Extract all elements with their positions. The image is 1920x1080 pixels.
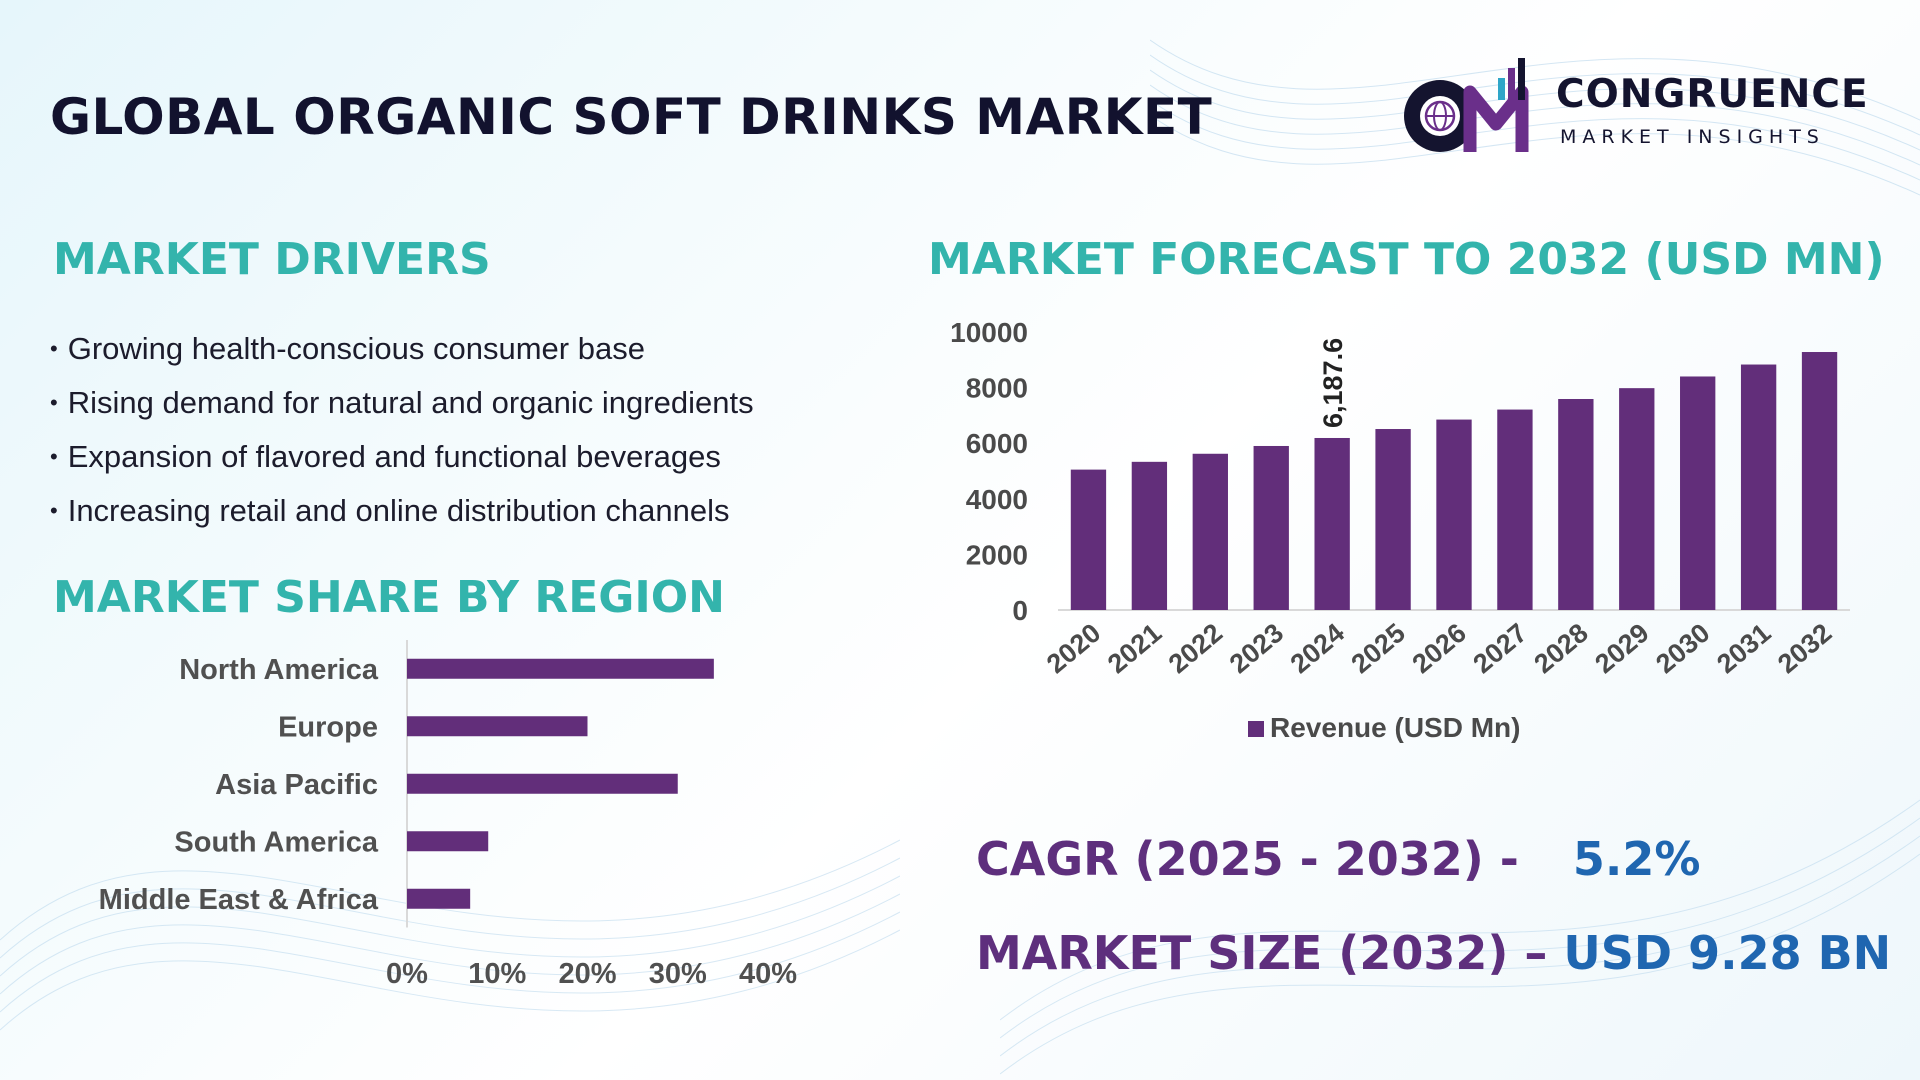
- y-tick-label: 6000: [966, 428, 1028, 459]
- page-title: GLOBAL ORGANIC SOFT DRINKS MARKET: [50, 88, 1213, 146]
- x-tick-label: 2021: [1102, 618, 1167, 680]
- forecast-bar: [1253, 445, 1289, 610]
- x-tick-label: 2030: [1650, 618, 1715, 680]
- forecast-bar: [1497, 409, 1533, 610]
- x-tick-label: 2027: [1467, 618, 1532, 680]
- y-tick-label: 2000: [966, 539, 1028, 570]
- x-tick-label: 2024: [1285, 618, 1350, 680]
- y-tick-label: 10000: [950, 317, 1028, 348]
- legend-label: Revenue (USD Mn): [1270, 712, 1520, 743]
- region-share-bar-chart: North America Europe Asia Pacific South Ame…: [99, 640, 797, 990]
- driver-item: Growing health-conscious consumer base: [50, 322, 754, 376]
- market-size-stat: MARKET SIZE (2032) – USD 9.28 BN: [976, 926, 1891, 980]
- x-tick-label: 2022: [1163, 618, 1228, 680]
- forecast-bar: [1436, 419, 1472, 610]
- region-bar: [407, 831, 489, 852]
- x-tick-label: 2032: [1772, 618, 1837, 680]
- region-label: Middle East & Africa: [99, 884, 379, 916]
- region-label: North America: [179, 654, 379, 686]
- region-bar: [407, 716, 588, 737]
- x-tick-label: 2028: [1528, 618, 1593, 680]
- driver-item: Rising demand for natural and organic in…: [50, 376, 754, 430]
- cagr-label: CAGR (2025 - 2032) -: [976, 832, 1519, 886]
- y-tick-label: 4000: [966, 484, 1028, 515]
- market-forecast-heading: MARKET FORECAST TO 2032 (USD MN): [928, 234, 1885, 285]
- x-tick-label: 10%: [468, 958, 526, 990]
- y-tick-label: 0: [1012, 595, 1028, 626]
- forecast-bar: [1740, 364, 1777, 610]
- x-tick-label: 20%: [558, 958, 616, 990]
- logo-tagline: MARKET INSIGHTS: [1560, 126, 1825, 148]
- market-drivers-list: Growing health-conscious consumer base R…: [50, 322, 754, 538]
- region-label: Asia Pacific: [215, 769, 378, 801]
- forecast-bar: [1375, 429, 1411, 610]
- driver-item: Expansion of flavored and functional bev…: [50, 430, 754, 484]
- legend-swatch: [1248, 721, 1264, 737]
- forecast-bar: [1131, 461, 1168, 610]
- market-share-heading: MARKET SHARE BY REGION: [53, 572, 725, 623]
- x-tick-label: 2026: [1407, 618, 1472, 680]
- x-tick-label: 2025: [1346, 618, 1411, 680]
- market-size-label: MARKET SIZE (2032) –: [976, 926, 1548, 980]
- forecast-bar: [1801, 352, 1838, 610]
- region-bar: [407, 773, 678, 794]
- region-bar: [407, 658, 714, 679]
- x-tick-label: 2029: [1589, 618, 1654, 680]
- logo-mark: [1404, 58, 1529, 152]
- background-wave-bottom-right: [1000, 799, 1920, 1075]
- forecast-bar: [1558, 398, 1594, 610]
- forecast-bar: [1314, 437, 1350, 610]
- company-logo: CONGRUENCE MARKET INSIGHTS: [1398, 54, 1868, 158]
- logo-name: CONGRUENCE: [1556, 72, 1869, 117]
- cagr-stat: CAGR (2025 - 2032) - 5.2%: [976, 832, 1700, 886]
- market-size-value: USD 9.28 BN: [1563, 926, 1892, 980]
- data-label: 6,187.6: [1318, 338, 1348, 428]
- region-label: South America: [174, 826, 378, 858]
- x-tick-label: 40%: [739, 958, 797, 990]
- forecast-bar: [1192, 453, 1228, 610]
- driver-item: Increasing retail and online distributio…: [50, 484, 754, 538]
- forecast-bar-chart: 0200040006000800010000202020212022202320…: [950, 317, 1850, 743]
- y-tick-label: 8000: [966, 373, 1028, 404]
- region-bar: [407, 888, 471, 909]
- cagr-value: 5.2%: [1572, 832, 1701, 886]
- market-drivers-heading: MARKET DRIVERS: [53, 234, 491, 285]
- x-tick-label: 0%: [386, 958, 428, 990]
- x-tick-label: 30%: [649, 958, 707, 990]
- region-label: Europe: [278, 711, 378, 743]
- forecast-bar: [1070, 469, 1107, 610]
- x-tick-label: 2023: [1224, 618, 1289, 680]
- forecast-bar: [1619, 388, 1655, 610]
- x-tick-label: 2020: [1041, 618, 1106, 680]
- forecast-bar: [1680, 376, 1716, 610]
- x-tick-label: 2031: [1711, 618, 1776, 680]
